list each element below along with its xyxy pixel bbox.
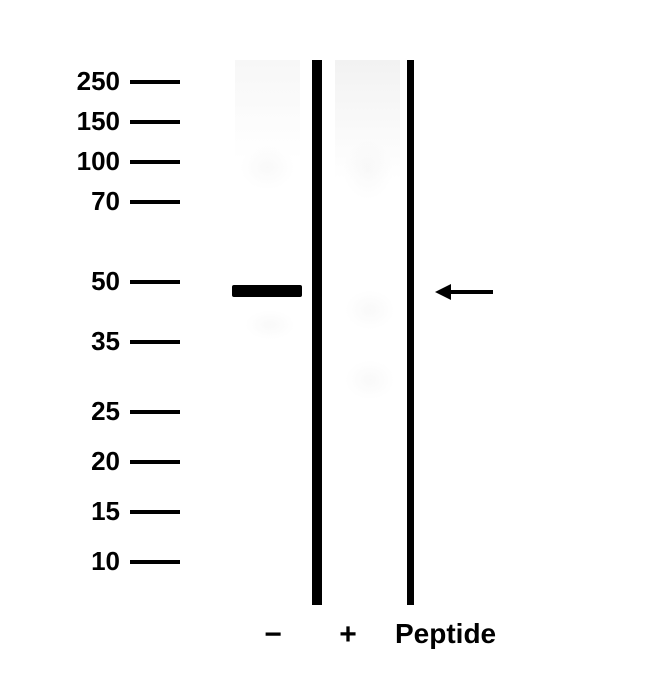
lane-label-plus: + [333,618,363,652]
western-blot-figure: 250 150 100 70 50 35 25 20 15 10 [0,0,650,681]
mw-tick-250 [130,80,180,84]
lane-divider-2 [407,60,414,605]
mw-tick-50 [130,280,180,284]
mw-label-15: 15 [70,496,120,527]
mw-label-100: 100 [70,146,120,177]
mw-label-70: 70 [70,186,120,217]
lane-2-plus [335,60,400,605]
mw-label-25: 25 [70,396,120,427]
mw-tick-20 [130,460,180,464]
mw-tick-10 [130,560,180,564]
lane-divider-1 [312,60,322,605]
mw-tick-150 [130,120,180,124]
mw-label-50: 50 [70,266,120,297]
mw-tick-35 [130,340,180,344]
mw-tick-70 [130,200,180,204]
lane-label-minus: − [258,618,288,652]
mw-tick-100 [130,160,180,164]
mw-label-150: 150 [70,106,120,137]
mw-label-20: 20 [70,446,120,477]
band-arrow [435,280,495,309]
lane-label-peptide: Peptide [395,618,515,650]
mw-tick-15 [130,510,180,514]
mw-label-250: 250 [70,66,120,97]
mw-tick-25 [130,410,180,414]
mw-label-35: 35 [70,326,120,357]
arrow-icon [435,280,495,304]
lane-1-band [232,285,302,297]
lane-1-minus [235,60,300,605]
mw-label-10: 10 [70,546,120,577]
